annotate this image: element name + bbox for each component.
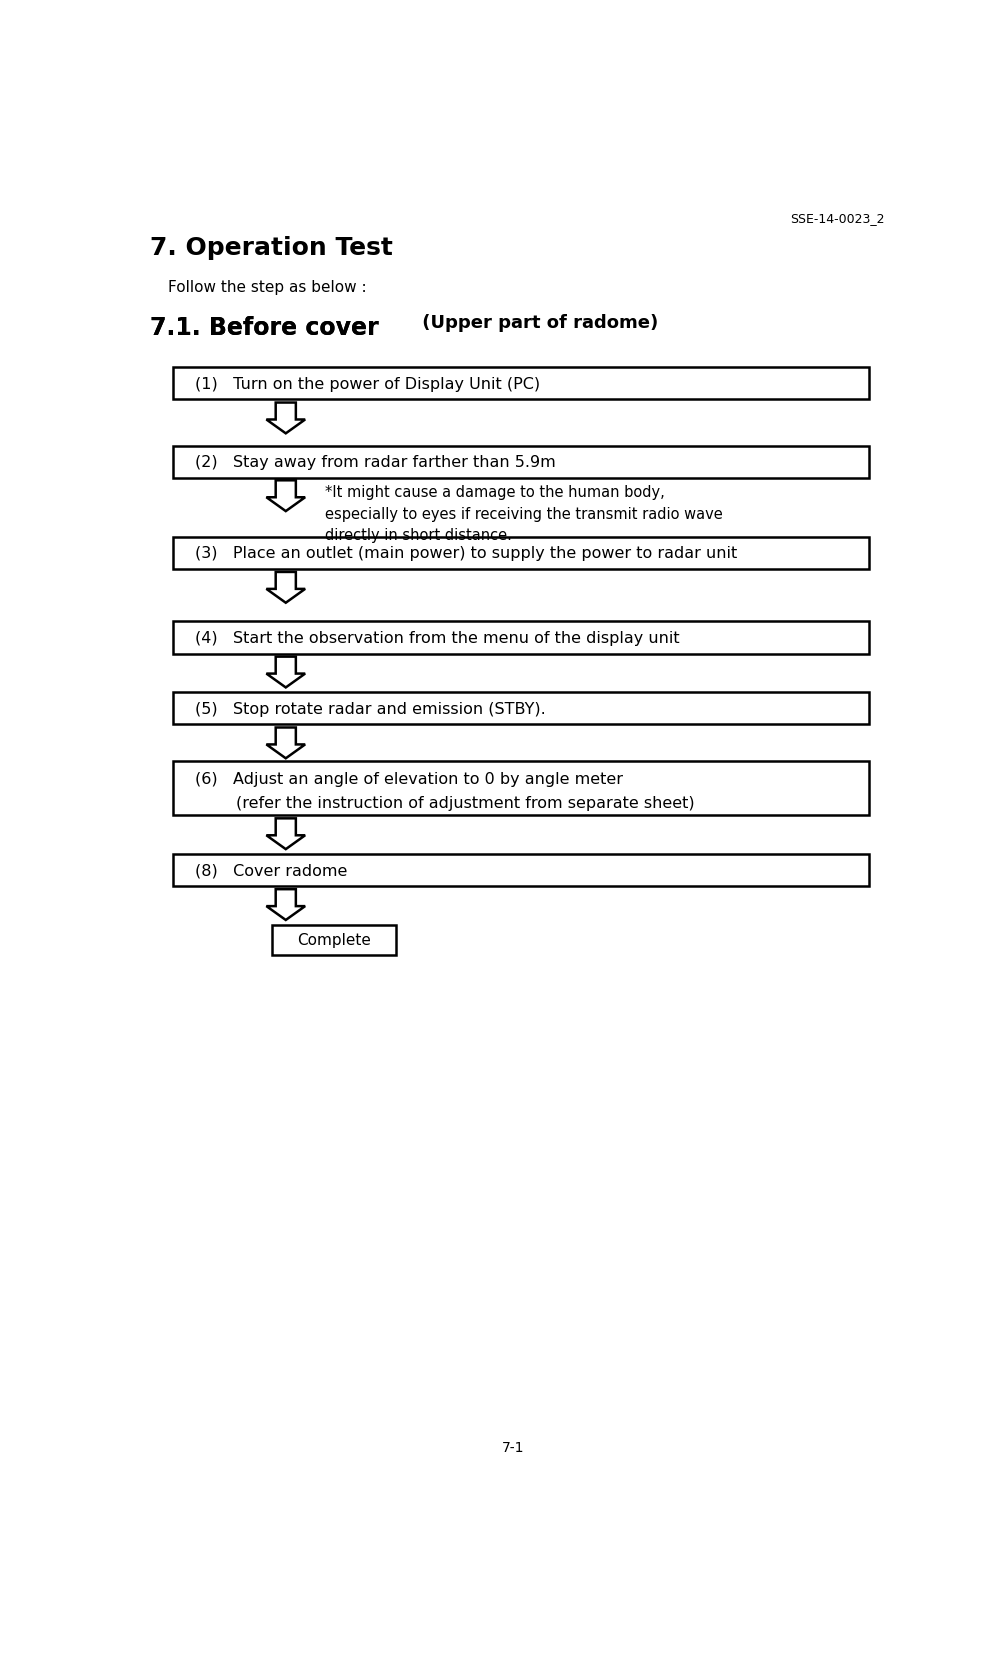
Text: Follow the step as below :: Follow the step as below : xyxy=(168,280,367,295)
Bar xyxy=(173,367,869,401)
Text: Complete: Complete xyxy=(297,933,371,948)
Text: 7.1. Before cover: 7.1. Before cover xyxy=(150,316,379,339)
Text: SSE-14-0023_2: SSE-14-0023_2 xyxy=(791,212,885,225)
Bar xyxy=(173,693,869,725)
Text: (refer the instruction of adjustment from separate sheet): (refer the instruction of adjustment fro… xyxy=(195,796,694,811)
Polygon shape xyxy=(267,404,306,434)
Text: (5)   Stop rotate radar and emission (STBY).: (5) Stop rotate radar and emission (STBY… xyxy=(195,702,546,717)
Text: 7. Operation Test: 7. Operation Test xyxy=(150,235,393,260)
Bar xyxy=(272,925,396,957)
Text: (1)   Turn on the power of Display Unit (PC): (1) Turn on the power of Display Unit (P… xyxy=(195,377,540,392)
Bar xyxy=(173,538,869,569)
Text: *It might cause a damage to the human body,
especially to eyes if receiving the : *It might cause a damage to the human bo… xyxy=(325,485,722,543)
Text: (6)   Adjust an angle of elevation to 0 by angle meter: (6) Adjust an angle of elevation to 0 by… xyxy=(195,771,623,788)
Text: (3)   Place an outlet (main power) to supply the power to radar unit: (3) Place an outlet (main power) to supp… xyxy=(195,546,737,561)
Bar xyxy=(173,447,869,478)
Text: (8)   Cover radome: (8) Cover radome xyxy=(195,862,348,877)
Text: (4)   Start the observation from the menu of the display unit: (4) Start the observation from the menu … xyxy=(195,631,679,645)
Polygon shape xyxy=(267,890,306,920)
Bar xyxy=(173,761,869,816)
Polygon shape xyxy=(267,482,306,511)
Bar xyxy=(173,622,869,654)
Text: (2)   Stay away from radar farther than 5.9m: (2) Stay away from radar farther than 5.… xyxy=(195,455,556,470)
Polygon shape xyxy=(267,573,306,604)
Polygon shape xyxy=(267,728,306,760)
Bar xyxy=(173,854,869,887)
Text: (Upper part of radome): (Upper part of radome) xyxy=(416,314,658,333)
Polygon shape xyxy=(267,657,306,688)
Text: 7.1. Before cover: 7.1. Before cover xyxy=(150,316,379,339)
Polygon shape xyxy=(267,819,306,849)
Text: 7-1: 7-1 xyxy=(502,1440,525,1453)
